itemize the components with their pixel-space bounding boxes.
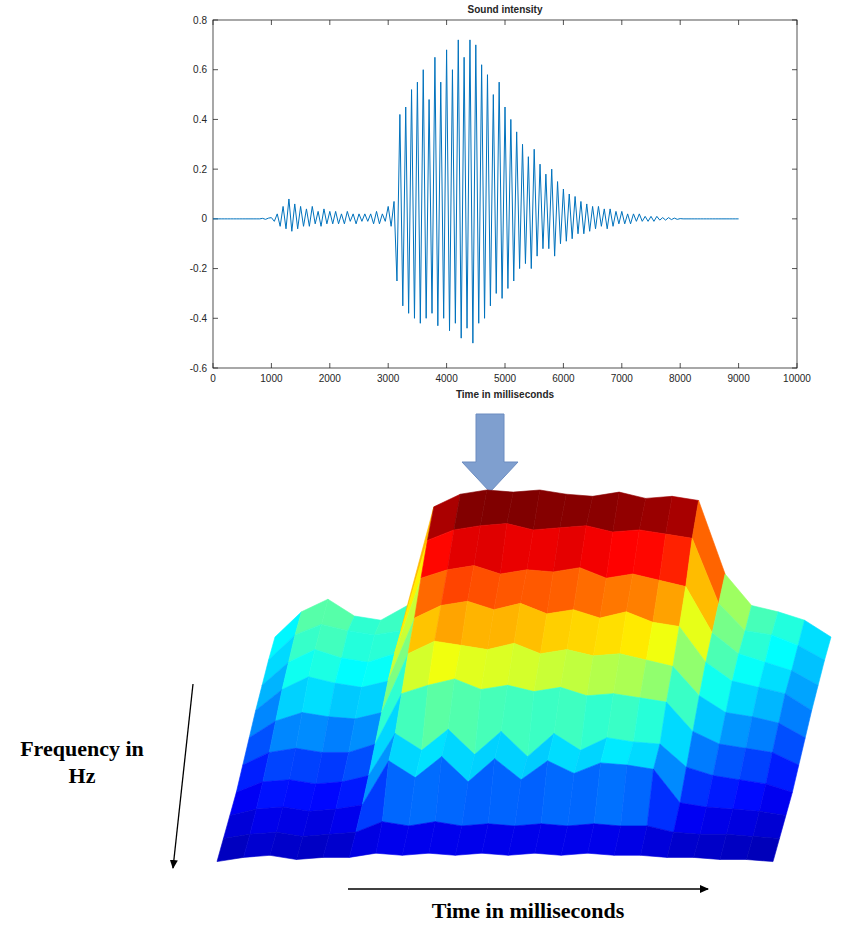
y-tick-right — [792, 368, 797, 369]
y-tick-label: 0.4 — [193, 114, 207, 125]
y-title-line: Hz — [69, 763, 96, 788]
surface-cell — [759, 784, 792, 815]
x-tick-top — [563, 20, 564, 25]
x-tick — [738, 363, 739, 368]
x-tick-top — [446, 20, 447, 25]
surface-x-title: Time in milliseconds — [432, 898, 625, 923]
y-tick — [213, 368, 218, 369]
x-tick — [505, 363, 506, 368]
x-tick-top — [329, 20, 330, 25]
x-tick — [680, 363, 681, 368]
x-tick-label: 4000 — [435, 373, 458, 384]
y-tick — [213, 268, 218, 269]
y-tick-label: -0.2 — [190, 263, 208, 274]
y-tick — [213, 169, 218, 170]
y-tick-label: -0.6 — [190, 363, 208, 374]
surface-cell — [747, 836, 780, 861]
x-tick-label: 7000 — [611, 373, 634, 384]
x-tick — [388, 363, 389, 368]
x-tick — [446, 363, 447, 368]
y-tick — [213, 119, 218, 120]
surface-cell — [647, 769, 680, 832]
x-tick — [213, 363, 214, 368]
x-axis-title: Time in milliseconds — [456, 389, 555, 400]
x-tick — [563, 363, 564, 368]
x-tick — [621, 363, 622, 368]
frequency-arrow — [173, 684, 193, 868]
time-arrow — [348, 888, 708, 889]
waveform-chart: 0 1000 2000 3000 4000 5000 6000 7000 8000 9000 100… — [190, 4, 812, 400]
x-tick-label: 10000 — [783, 373, 811, 384]
x-tick-top — [680, 20, 681, 25]
y-tick-label: 0.8 — [193, 15, 207, 26]
y-tick-right — [792, 268, 797, 269]
chart-title: Sound intensity — [468, 4, 543, 15]
plot-frame — [213, 20, 797, 368]
x-tick-top — [271, 20, 272, 25]
y-tick-right — [792, 318, 797, 319]
y-tick-label: 0.6 — [193, 64, 207, 75]
surface-chart: Time in milliseconds Frequency inHz — [20, 490, 831, 923]
x-tick-label: 2000 — [319, 373, 342, 384]
transform-arrow — [462, 414, 518, 492]
y-tick-right — [792, 20, 797, 21]
figure: 0 1000 2000 3000 4000 5000 6000 7000 8000 9000 100… — [0, 0, 843, 930]
y-tick-right — [792, 69, 797, 70]
x-tick — [797, 363, 798, 368]
y-title-line: Frequency in — [20, 736, 144, 761]
x-tick-top — [505, 20, 506, 25]
x-tick-top — [738, 20, 739, 25]
x-tick-label: 8000 — [669, 373, 692, 384]
line-group — [213, 40, 739, 343]
x-tick-top — [213, 20, 214, 25]
x-tick-label: 1000 — [260, 373, 283, 384]
y-tick — [213, 318, 218, 319]
y-tick-right — [792, 169, 797, 170]
surface-y-title: Frequency inHz — [20, 736, 144, 788]
x-tick — [329, 363, 330, 368]
x-tick — [271, 363, 272, 368]
waveform-line — [213, 40, 739, 343]
x-tick-top — [388, 20, 389, 25]
y-tick — [213, 20, 218, 21]
x-tick-top — [621, 20, 622, 25]
x-tick-label: 5000 — [494, 373, 517, 384]
surface-cell — [753, 811, 786, 838]
y-tick-right — [792, 119, 797, 120]
x-tick-label: 6000 — [552, 373, 575, 384]
y-tick-label: -0.4 — [190, 313, 208, 324]
x-tick-label: 3000 — [377, 373, 400, 384]
y-tick — [213, 69, 218, 70]
y-tick-label: 0.2 — [193, 164, 207, 175]
x-tick-label: 0 — [210, 373, 216, 384]
x-tick-label: 9000 — [727, 373, 750, 384]
y-tick-label: 0 — [201, 213, 207, 224]
x-tick-top — [797, 20, 798, 25]
y-tick-right — [792, 218, 797, 219]
